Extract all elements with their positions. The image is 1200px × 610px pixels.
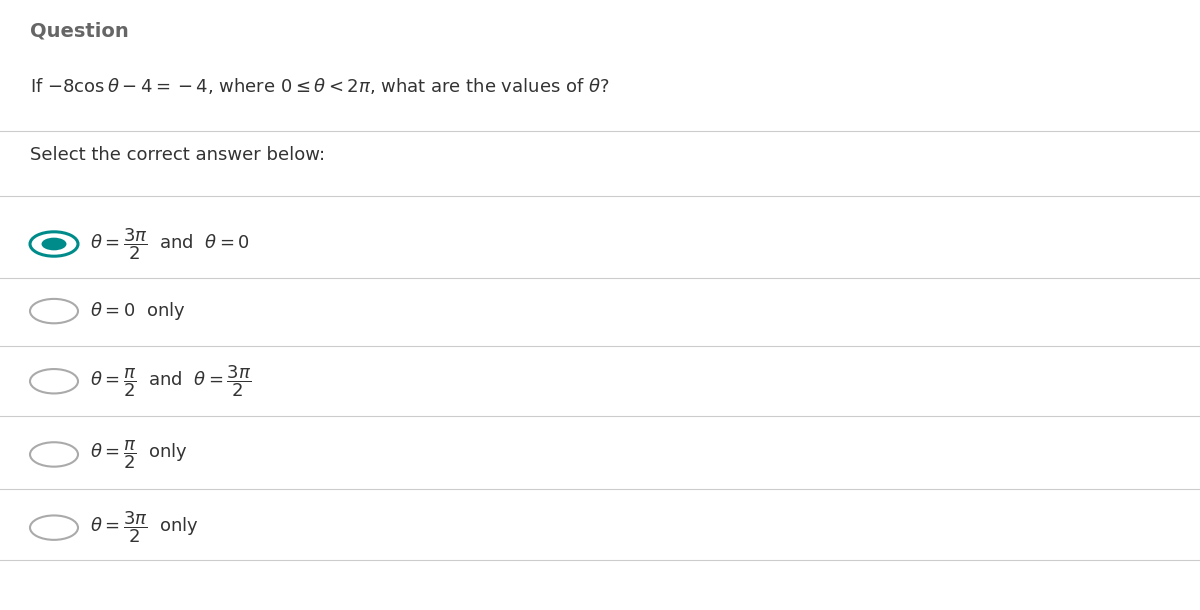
Text: Question: Question: [30, 21, 128, 40]
Text: $\theta = \dfrac{3\pi}{2}\ $ only: $\theta = \dfrac{3\pi}{2}\ $ only: [90, 510, 199, 545]
Text: $\theta = \dfrac{3\pi}{2}\ $ and $\ \theta = 0$: $\theta = \dfrac{3\pi}{2}\ $ and $\ \the…: [90, 226, 250, 262]
Text: $\theta = 0\ $ only: $\theta = 0\ $ only: [90, 300, 186, 322]
Text: $\theta = \dfrac{\pi}{2}\ $ and $\ \theta = \dfrac{3\pi}{2}$: $\theta = \dfrac{\pi}{2}\ $ and $\ \thet…: [90, 364, 252, 399]
Text: $\theta = \dfrac{\pi}{2}\ $ only: $\theta = \dfrac{\pi}{2}\ $ only: [90, 438, 188, 471]
Text: If $-8\cos\theta - 4 = -4$, where $0 \leq \theta < 2\pi$, what are the values of: If $-8\cos\theta - 4 = -4$, where $0 \le…: [30, 76, 610, 96]
Text: Select the correct answer below:: Select the correct answer below:: [30, 146, 325, 165]
Circle shape: [42, 238, 66, 250]
